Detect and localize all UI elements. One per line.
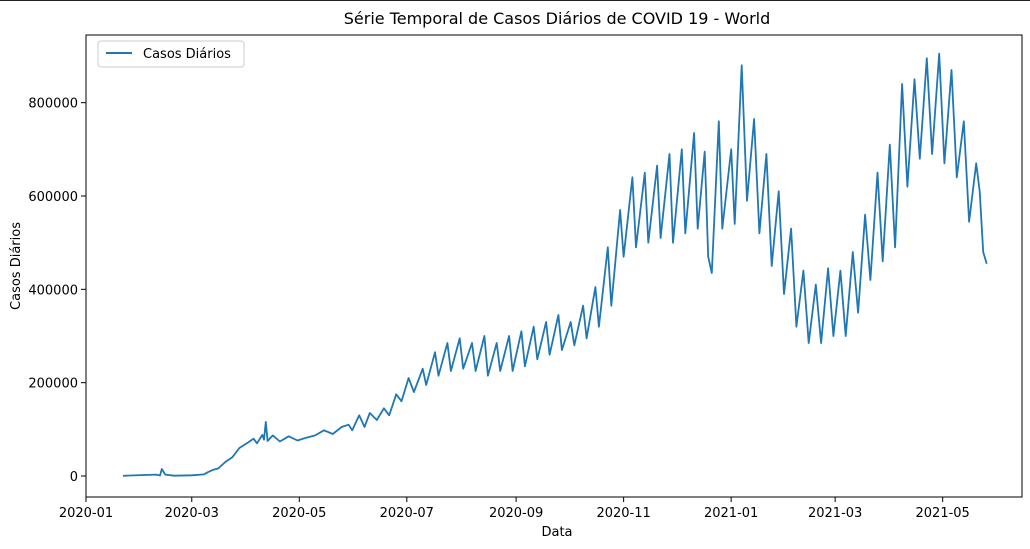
- legend-label: Casos Diários: [143, 47, 231, 62]
- y-tick-label: 400000: [28, 283, 78, 298]
- y-tick-label: 800000: [28, 97, 78, 112]
- series-group: [122, 52, 988, 477]
- x-tick-label: 2020-11: [596, 506, 650, 521]
- y-axis: 0 200000 400000 600000 800000: [28, 97, 86, 485]
- top-border-line: [0, 0, 1030, 1]
- legend-box: [97, 40, 245, 68]
- x-axis-label: Data: [541, 525, 572, 540]
- y-tick-label: 600000: [28, 190, 78, 205]
- y-tick-label: 200000: [28, 377, 78, 392]
- x-tick-label: 2020-03: [165, 506, 219, 521]
- chart-title: Série Temporal de Casos Diários de COVID…: [344, 9, 771, 28]
- x-tick-label: 2021-05: [916, 506, 970, 521]
- x-tick-label: 2020-05: [272, 506, 326, 521]
- x-tick-label: 2020-07: [380, 506, 434, 521]
- x-tick-label: 2020-01: [59, 506, 113, 521]
- x-axis: 2020-01 2020-03 2020-05 2020-07 2020-09 2020-…: [59, 497, 970, 521]
- plot-area-frame: [85, 34, 1023, 498]
- y-tick-label: 0: [70, 470, 78, 485]
- legend: Casos Diários: [97, 40, 245, 68]
- x-tick-label: 2021-03: [808, 506, 862, 521]
- y-axis-label: Casos Diários: [9, 222, 24, 310]
- x-tick-label: 2021-01: [704, 506, 758, 521]
- series-line: [122, 52, 988, 477]
- x-tick-label: 2020-09: [489, 506, 543, 521]
